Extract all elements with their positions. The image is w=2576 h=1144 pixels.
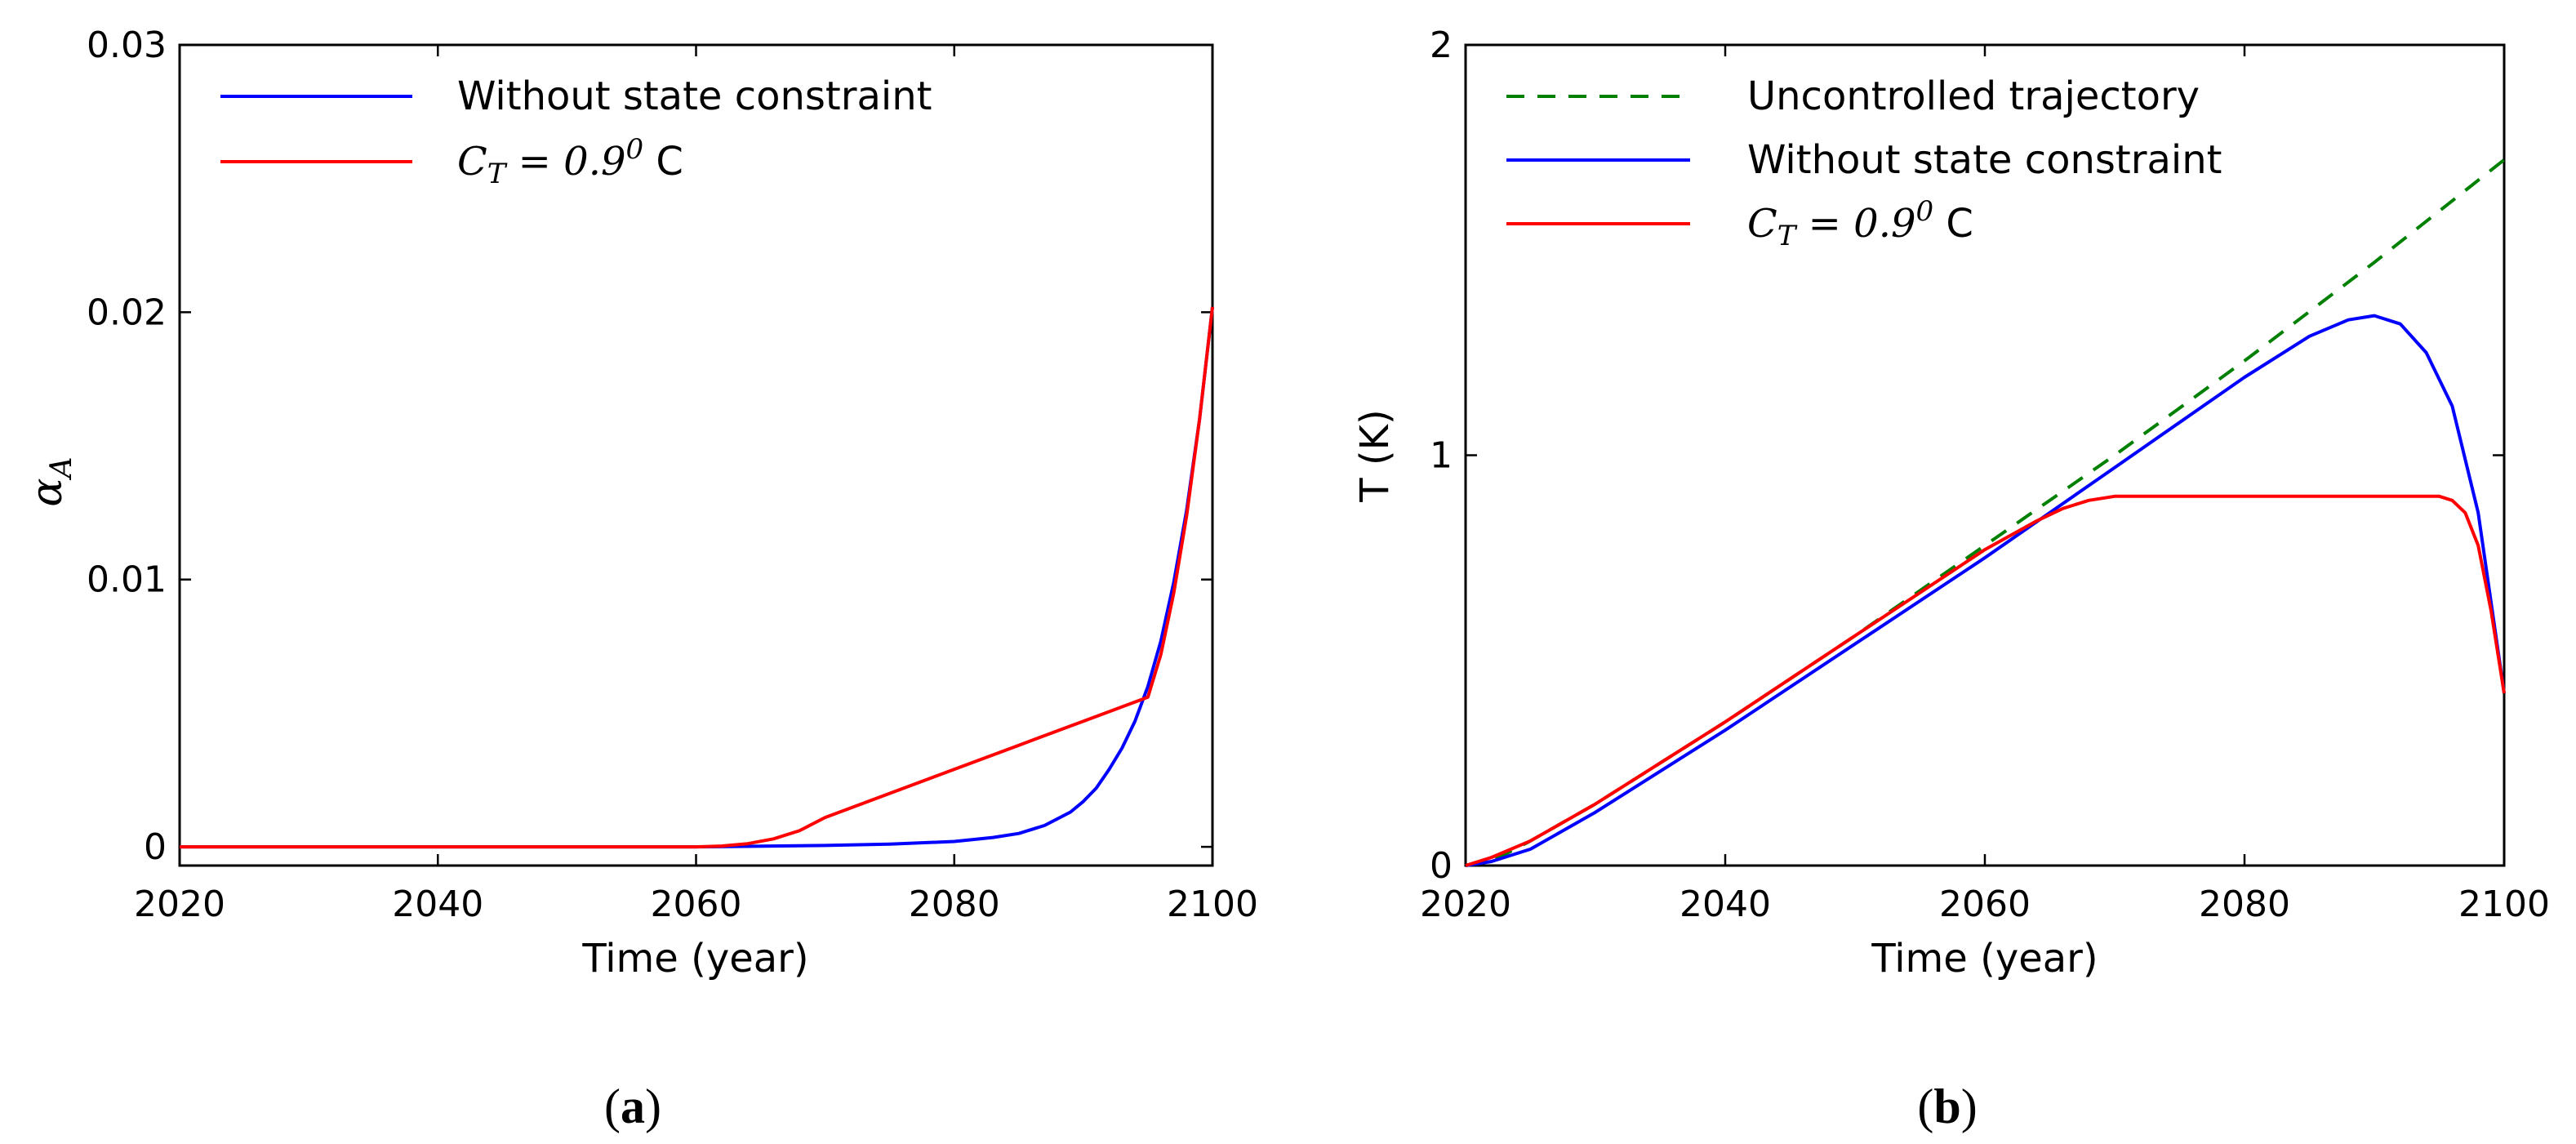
- b-series: [1465, 158, 2506, 867]
- a-xtick-label: 2040: [392, 884, 483, 925]
- panel-a: 2020 2040 2060 2080 2100 0 0.01 0.02 0.03 Withou…: [23, 24, 1258, 1133]
- b-ytick-label: 2: [1430, 24, 1453, 66]
- a-xlabel: Time (year): [581, 936, 808, 982]
- b-xtick-label: 2060: [1939, 884, 2031, 925]
- b-ytick-label: 0: [1430, 845, 1453, 887]
- b-series-line-0: [1465, 158, 2506, 867]
- a-ytick-label: 0.03: [87, 24, 167, 66]
- b-series-line-2: [1465, 494, 2506, 867]
- b-legend: Uncontrolled trajectory Without state con…: [1506, 73, 2222, 252]
- b-legend-label-0: Uncontrolled trajectory: [1747, 73, 2200, 119]
- a-ytick-label: 0.01: [87, 559, 167, 601]
- b-xtick-label: 2020: [1420, 884, 1511, 925]
- a-xtick-label: 2020: [134, 884, 225, 925]
- b-xtick-label: 2080: [2199, 884, 2290, 925]
- b-ytick-label: 1: [1430, 435, 1453, 477]
- a-ticks: 2020 2040 2060 2080 2100 0 0.01 0.02 0.03: [87, 24, 1258, 925]
- a-xtick-label: 2080: [909, 884, 1000, 925]
- a-series-line-1: [180, 306, 1214, 849]
- a-ytick-label: 0.02: [87, 292, 167, 333]
- b-xtick-label: 2100: [2458, 884, 2550, 925]
- plot-frame-a: [178, 43, 1214, 867]
- b-ylabel: T (K): [1352, 409, 1398, 503]
- panel-label-a: (a): [604, 1079, 661, 1133]
- b-series-line-1: [1465, 314, 2506, 867]
- a-xtick-label: 2100: [1167, 884, 1258, 925]
- svg-text:αA: αA: [23, 456, 78, 506]
- a-ylabel: αA: [23, 456, 78, 506]
- a-legend-label-0: Without state constraint: [457, 73, 932, 119]
- b-legend-label-1: Without state constraint: [1747, 137, 2222, 183]
- a-ylabel-symbol: α: [23, 478, 72, 506]
- b-ticks: 2020 2040 2060 2080 2100 0 1 2: [1420, 24, 2550, 925]
- a-xtick-label: 2060: [651, 884, 742, 925]
- a-ytick-label: 0: [144, 826, 167, 868]
- b-xlabel: Time (year): [1871, 936, 2098, 982]
- a-series-line-0: [180, 306, 1214, 849]
- a-legend-label-1: CT = 0.90 C: [457, 133, 683, 190]
- b-legend-label-2: CT = 0.90 C: [1747, 195, 1973, 252]
- panel-b: 2020 2040 2060 2080 2100 0 1 2 Uncontrolled tra…: [1352, 24, 2550, 1133]
- a-ylabel-subscript: A: [45, 456, 78, 480]
- panel-label-b: (b): [1917, 1079, 1977, 1133]
- a-legend: Without state constraint CT = 0.90 C: [220, 73, 932, 190]
- a-series: [180, 306, 1214, 849]
- b-xtick-label: 2040: [1680, 884, 1771, 925]
